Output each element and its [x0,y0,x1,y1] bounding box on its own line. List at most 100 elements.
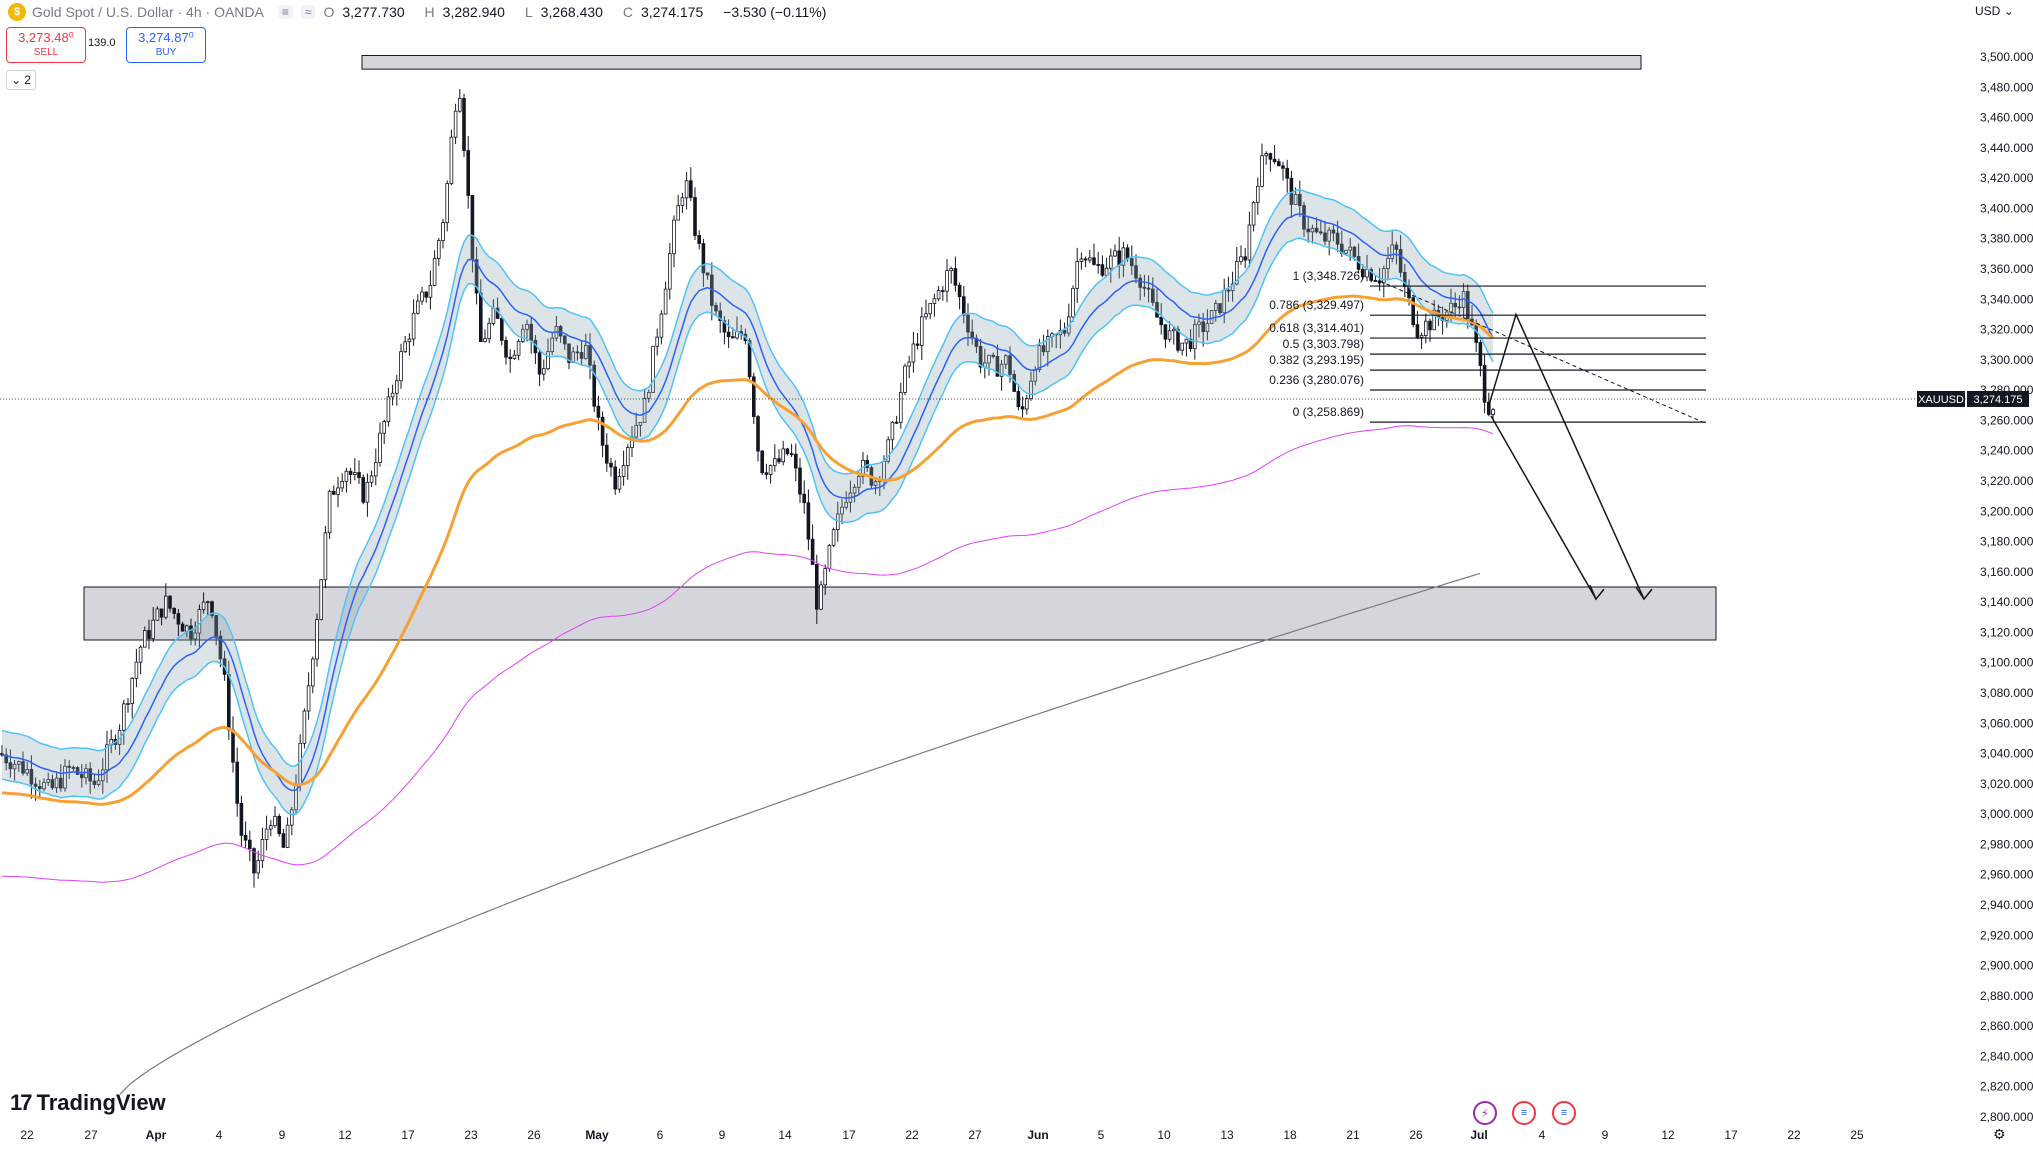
candle-body [949,268,953,272]
y-tick-label: 3,500.000 [1980,50,2033,64]
candle-body [529,323,533,341]
candle-body [373,462,378,477]
candle-body [1218,303,1222,314]
x-tick-label: 4 [216,1128,223,1142]
candle-body [705,272,710,276]
ema-orange-line[interactable] [1,294,1494,806]
trend-dashed-line[interactable] [1379,280,1707,424]
candle-body [1247,224,1252,261]
ema-gray-line[interactable] [119,572,1481,1095]
candle-body [563,335,567,345]
candle-body [945,270,949,292]
data-window-icon[interactable]: ≡ [277,5,293,19]
x-tick-label: 22 [20,1128,34,1142]
last-price-badge[interactable]: XAUUSD 3,274.175 [1917,390,2029,407]
tradingview-logo[interactable]: 17 TradingView [10,1090,166,1116]
y-tick-label: 3,020.000 [1980,777,2033,791]
fib-retracement[interactable]: 1 (3,348.726) 0.786 (3,329.497) 0.618 (3,3… [1269,269,1706,423]
ema-magenta-line[interactable] [1,425,1494,883]
high-value: 3,282.940 [442,4,505,20]
candle-body [260,839,265,862]
x-tick-label: Jun [1027,1128,1048,1142]
candle-body [0,753,4,756]
candle-body [1369,269,1374,281]
indicators-toggle-button[interactable]: ⌄ 2 [6,70,36,90]
candle-body [130,677,135,704]
candle-body [1092,257,1096,265]
candle-body [596,405,601,418]
candle-body [25,769,29,774]
projection-path-left [1490,415,1597,600]
fib-level-label: 0.236 (3,280.076) [1269,373,1364,387]
candle-body [1251,202,1256,226]
candle-body [331,490,336,495]
candle-body [1361,268,1365,278]
candle-body [441,222,445,241]
x-tick-label: 27 [968,1128,982,1142]
candle-body [247,839,252,849]
event-lightning-icon[interactable]: ⚡ [1473,1101,1497,1125]
candle-body [760,450,764,474]
candle-body [1020,406,1025,410]
candle-body [1172,328,1176,332]
candle-body [310,658,315,687]
candle-body [59,777,63,789]
candle-body [1046,336,1050,353]
candle-body [1041,345,1046,353]
candle-body [676,205,680,221]
x-tick-label: 9 [1602,1128,1609,1142]
resistance-zone[interactable] [361,54,1642,70]
candle-body [1285,167,1290,179]
candle-body [1394,244,1399,250]
projection-arrows[interactable] [1487,312,1653,601]
candle-body [1083,258,1088,261]
event-us-flag-icon-2[interactable]: ≡ [1552,1101,1576,1125]
candle-body [71,767,76,769]
candle-body [449,136,454,185]
compare-icon[interactable]: ≈ [300,5,316,19]
candle-body [487,322,491,340]
candle-body [600,416,605,446]
event-us-flag-icon[interactable]: ≡ [1512,1101,1536,1125]
currency-selector[interactable]: USD ⌄ [1975,4,2014,18]
candle-body [378,432,382,463]
candle-body [1487,401,1491,415]
candle-body [1025,398,1029,410]
chevron-down-icon: ⌄ [2003,4,2014,18]
candle-body [672,219,676,255]
candle-body [558,326,563,337]
candle-body [634,424,638,438]
candle-body [802,493,806,504]
candle-body [962,296,966,316]
candle-body [1071,287,1075,318]
candle-body [453,110,458,138]
candle-body [542,368,546,375]
gear-icon[interactable]: ⚙ [1993,1126,2006,1142]
y-tick-label: 2,900.000 [1980,959,2033,973]
candle-body [210,601,214,616]
y-tick-label: 3,420.000 [1980,171,2033,185]
sell-button[interactable]: 3,273.48⁰ SELL [6,27,86,63]
candle-body [50,779,55,789]
x-tick-label: May [585,1128,609,1142]
candle-body [226,673,231,731]
candle-body [714,305,718,312]
y-tick-label: 3,380.000 [1980,232,2033,246]
x-tick-label: 22 [1787,1128,1801,1142]
candle-body [1205,323,1210,332]
buy-button[interactable]: 3,274.87⁰ BUY [126,27,206,63]
candle-body [466,150,470,196]
symbol-title[interactable]: Gold Spot / U.S. Dollar · 4h · OANDA [32,4,264,20]
candle-body [995,356,1000,377]
y-tick-label: 3,400.000 [1980,201,2033,215]
candle-body [457,98,462,112]
candle-body [315,619,319,660]
support-zone[interactable] [83,586,1717,641]
candle-body [1109,255,1113,269]
gold-symbol-icon[interactable]: $ [8,3,26,21]
candle-body [1411,297,1416,325]
candle-body [415,300,420,314]
candle-body [1201,321,1206,332]
ema-blue-line[interactable] [1,213,1494,792]
